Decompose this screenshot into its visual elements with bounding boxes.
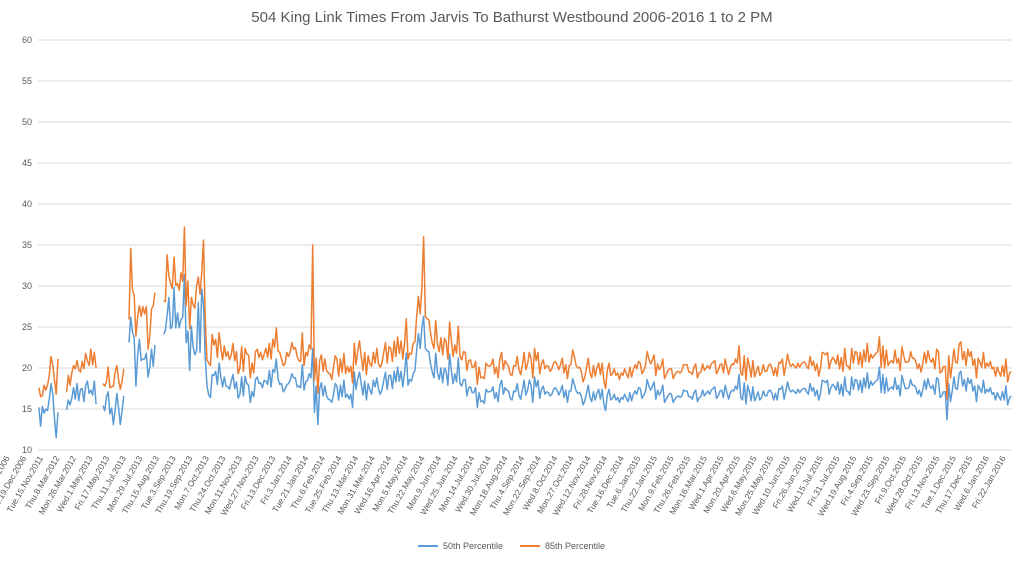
legend-label: 85th Percentile (545, 541, 605, 551)
y-tick-label: 50 (22, 117, 32, 127)
y-tick-label: 45 (22, 158, 32, 168)
y-tick-label: 15 (22, 404, 32, 414)
y-tick-label: 30 (22, 281, 32, 291)
y-axis: 10 15 20 25 30 35 40 45 50 55 60 (22, 35, 32, 455)
legend-label: 50th Percentile (443, 541, 503, 551)
y-tick-label: 25 (22, 322, 32, 332)
y-tick-label: 20 (22, 363, 32, 373)
y-tick-label: 35 (22, 240, 32, 250)
chart-title: 504 King Link Times From Jarvis To Bathu… (251, 9, 772, 26)
y-tick-label: 55 (22, 76, 32, 86)
y-tick-label: 10 (22, 445, 32, 455)
y-tick-label: 40 (22, 199, 32, 209)
series-line-p85 (38, 226, 1012, 400)
y-tick-label: 60 (22, 35, 32, 45)
plot-area (38, 226, 1012, 439)
series-line-p50 (38, 273, 1012, 439)
legend: 50th Percentile 85th Percentile (418, 541, 605, 551)
